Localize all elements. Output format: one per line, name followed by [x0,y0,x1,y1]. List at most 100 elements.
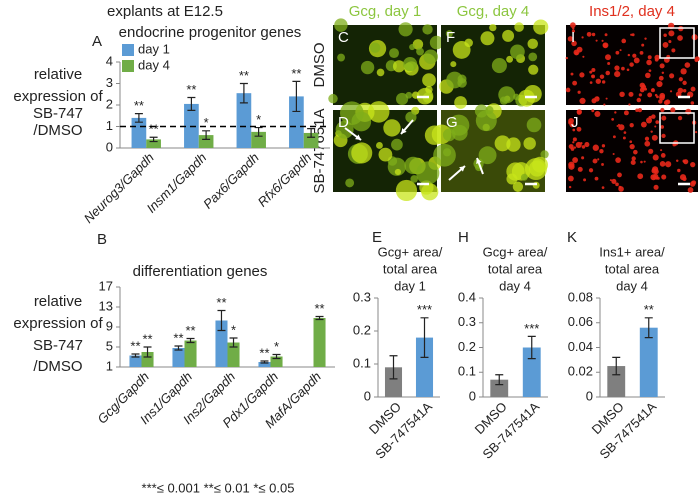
cell [581,156,585,160]
cell [565,56,569,60]
cell [639,82,646,89]
cell [478,146,497,165]
cell [655,120,660,124]
cell [565,87,571,93]
error-bar [254,126,263,137]
cell [648,69,652,73]
image-row-label: SB-747651A [311,108,328,193]
cell [588,168,594,173]
cell [647,92,653,98]
cell [423,49,438,64]
significance-label: ** [173,330,183,345]
error-bar [229,337,238,348]
y-tick-label: 0.1 [353,355,371,370]
y-tick-label: 0.02 [568,364,593,379]
cell [569,122,575,128]
cell [391,138,403,151]
cell [571,29,576,33]
cell [650,174,657,181]
error-bar [272,353,281,360]
cell [663,33,667,37]
cell [637,173,644,180]
x-tick-label: Neurog3/Gapdh [81,150,157,226]
cell [429,35,444,50]
cell [599,149,604,154]
panel-letter: B [97,231,107,248]
cell [567,175,574,182]
cell [376,142,383,149]
image-column-label: Gcg, day 1 [349,3,422,20]
significance-label: ** [185,323,195,338]
cell [645,72,651,79]
y-tick-label: 0.2 [458,339,476,354]
micrograph [566,107,698,193]
cell [339,101,364,126]
significance-label: ** [259,345,269,360]
error-bar [527,335,536,360]
cell [623,131,627,134]
cell [528,52,538,62]
cell [650,88,655,93]
y-tick-label: 0.3 [353,289,371,304]
cell [568,161,575,168]
cell [571,40,577,47]
error-bar [420,317,429,358]
cell [594,176,599,181]
cell [383,119,401,137]
cell [576,126,582,132]
cell [614,111,617,114]
cell [572,157,579,163]
cell [629,62,634,67]
cell [568,118,574,124]
cell [586,31,592,37]
cell [528,64,539,75]
cell [662,42,669,48]
bar [184,340,197,367]
cell [640,121,647,128]
image-row-label: DMSO [311,43,328,88]
cell [601,163,604,166]
cell [601,144,606,148]
cell [644,140,651,147]
cell [392,60,406,73]
cell [576,46,583,53]
arrow-head [355,134,361,140]
cell [510,44,525,60]
cell [650,130,653,133]
bar [639,327,658,397]
cell [619,49,622,52]
cell [601,186,605,189]
cell [527,38,538,50]
cell [663,100,669,106]
cell [685,108,692,115]
bar [258,362,271,367]
cell [611,178,617,184]
panel-letter: D [338,114,349,131]
cell [623,110,629,116]
cell [622,136,626,140]
y-tick-label: 0.04 [568,339,593,354]
cell [581,36,584,39]
cell [626,68,630,72]
cell [506,55,514,63]
micrograph [439,19,549,109]
micrograph [565,22,700,106]
cell [617,172,622,178]
cell [583,178,587,182]
cell [656,176,660,180]
cell [577,90,581,94]
legend-swatch [122,44,134,56]
cell [615,157,621,163]
cell [575,141,582,148]
cell [651,114,656,119]
cell [589,70,593,74]
y-tick-label: 0.08 [568,289,593,304]
cell [668,40,672,44]
cell [635,108,639,113]
legend-label: day 4 [138,57,170,72]
micrograph [333,101,445,202]
panel-letter: E [372,229,382,246]
cell [643,160,646,163]
cell [596,96,599,99]
cell [670,107,676,113]
